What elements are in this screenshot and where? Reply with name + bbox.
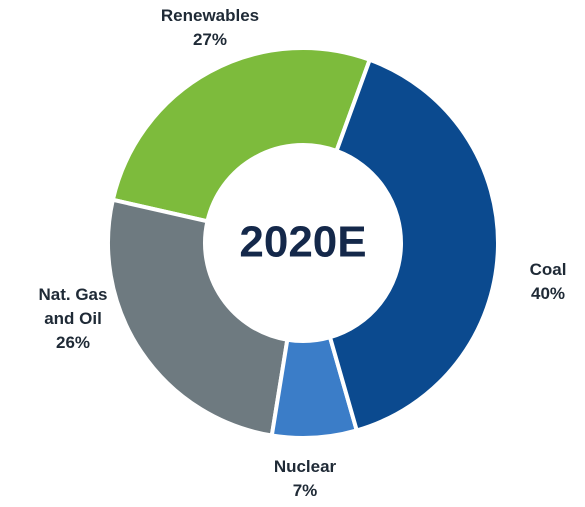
- value-label: 7%: [292, 481, 318, 500]
- segment-label: Nuclear 7%: [274, 455, 336, 503]
- segment-label: Renewables 27%: [161, 4, 259, 52]
- center-text: 2020E: [239, 218, 366, 267]
- donut-segment: [110, 46, 373, 224]
- category-label: Nat. Gas and Oil: [38, 285, 108, 328]
- category-label: Coal: [529, 260, 567, 279]
- value-label: 40%: [530, 284, 566, 303]
- segment-label: Nat. Gas and Oil 26%: [28, 283, 118, 355]
- donut-segment: [106, 197, 290, 438]
- category-label: Renewables: [160, 6, 260, 25]
- category-label: Nuclear: [273, 457, 337, 476]
- value-label: 27%: [192, 30, 228, 49]
- donut-segment: [327, 57, 500, 433]
- segment-label: Coal 40%: [530, 258, 567, 306]
- value-label: 26%: [55, 333, 91, 352]
